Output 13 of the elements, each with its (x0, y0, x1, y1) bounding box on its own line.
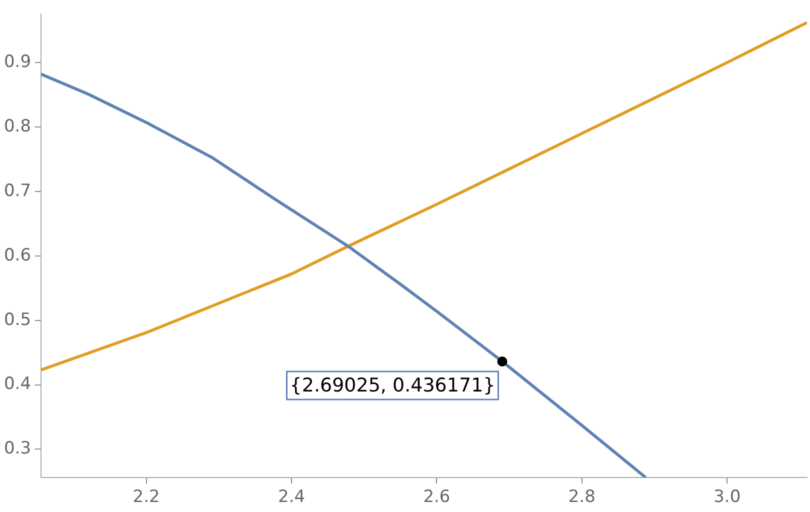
y-tick-label: 0.3 (4, 438, 32, 459)
y-tick-label: 0.4 (4, 374, 32, 394)
x-tick-label: 2.6 (423, 487, 450, 508)
x-tick-label: 2.2 (132, 487, 160, 508)
x-tick-label: 3.0 (714, 487, 741, 508)
x-tick-label: 2.4 (278, 487, 306, 508)
x-tick-label: 2.8 (568, 487, 596, 508)
y-tick-label: 0.6 (4, 245, 32, 266)
y-tick-label: 0.5 (4, 310, 32, 330)
y-tick-label: 0.9 (4, 52, 32, 72)
y-tick-label: 0.7 (4, 180, 32, 201)
y-tick-label: 0.8 (4, 116, 32, 136)
annotation: {2.69025, 0.436171} (290, 374, 496, 396)
